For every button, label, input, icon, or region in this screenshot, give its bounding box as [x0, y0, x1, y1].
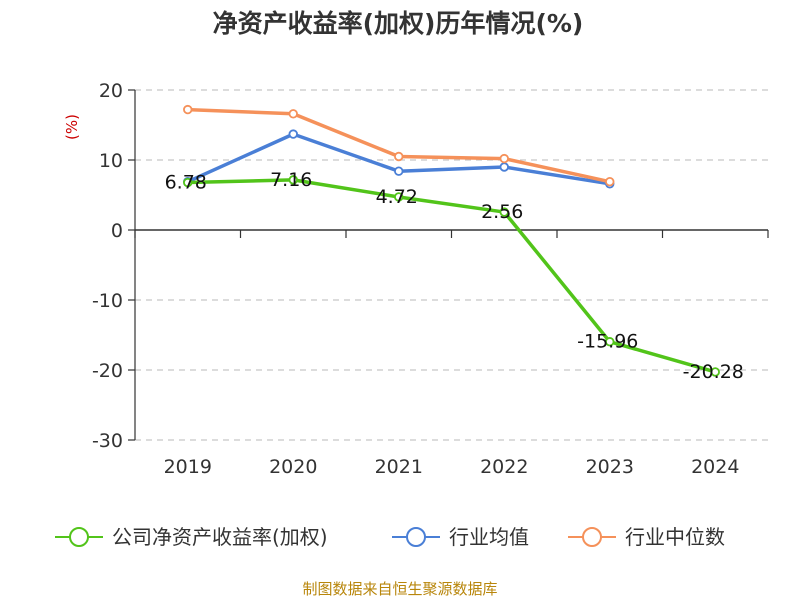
data-point — [710, 367, 720, 377]
data-label: -20.28 — [683, 361, 744, 383]
legend-swatch-marker — [69, 527, 89, 547]
data-point — [183, 104, 193, 115]
legend-swatch-marker — [582, 527, 602, 547]
x-tick-label: 2021 — [375, 456, 423, 478]
x-tick-label: 2019 — [164, 456, 212, 478]
chart-title: 净资产收益率(加权)历年情况(%) — [213, 9, 584, 38]
y-tick-label: 20 — [99, 80, 123, 102]
data-point — [499, 162, 509, 172]
y-unit-label: (%) — [63, 114, 81, 140]
data-point — [605, 176, 615, 187]
legend-label: 行业中位数 — [625, 525, 725, 549]
legend-item: 公司净资产收益率(加权) — [55, 525, 328, 549]
y-tick-label: -20 — [92, 360, 123, 382]
data-point — [288, 175, 298, 185]
series-layer: 6.78 7.16 4.72 2.56 -15.96 -20.28 — [165, 104, 744, 383]
data-point — [605, 337, 615, 347]
data-point — [394, 192, 404, 202]
legend-label: 行业均值 — [449, 525, 529, 549]
data-label: 7.16 — [270, 169, 312, 191]
axes: 20 10 0 -10 -20 -30 2019 2020 2021 2022 2023 2024 — [92, 80, 769, 478]
data-point — [394, 151, 404, 162]
source-note: 制图数据来自恒生聚源数据库 — [302, 580, 497, 598]
legend-swatch-marker — [406, 527, 426, 547]
data-point — [288, 109, 298, 119]
data-label: 6.78 — [165, 172, 207, 194]
y-tick-label: -30 — [92, 430, 123, 452]
legend-item: 行业中位数 — [568, 525, 725, 549]
legend: 公司净资产收益率(加权) 行业均值 行业中位数 — [55, 525, 725, 549]
x-tick-label: 2024 — [691, 456, 739, 478]
series-line — [187, 178, 716, 374]
data-point — [394, 166, 404, 176]
data-label: 4.72 — [376, 186, 418, 208]
data-label: -15.96 — [577, 331, 638, 353]
data-point — [288, 129, 298, 139]
x-tick-label: 2020 — [269, 456, 317, 478]
data-point — [499, 207, 509, 217]
y-tick-label: -10 — [92, 290, 123, 312]
x-tick-label: 2022 — [480, 456, 528, 478]
legend-label: 公司净资产收益率(加权) — [112, 525, 328, 549]
data-point — [499, 153, 509, 164]
y-tick-label: 10 — [99, 150, 123, 172]
y-tick-label: 0 — [111, 220, 123, 242]
gridlines — [135, 89, 768, 441]
x-tick-label: 2023 — [586, 456, 634, 478]
data-label: 2.56 — [481, 201, 523, 223]
data-point — [183, 177, 193, 188]
legend-item: 行业均值 — [392, 525, 529, 549]
